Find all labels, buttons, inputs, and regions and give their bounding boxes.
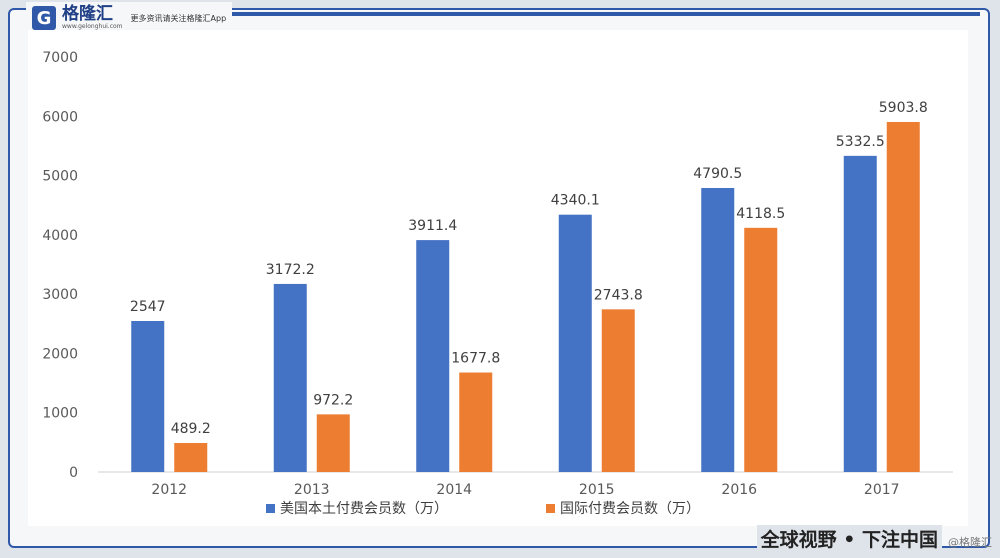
y-tick-label: 1000 [42, 406, 78, 422]
data-label: 5332.5 [836, 134, 885, 150]
watermark: @格隆汇 [948, 536, 992, 549]
data-label: 972.2 [313, 392, 353, 408]
bar-international [316, 414, 350, 472]
data-label: 3911.4 [408, 218, 457, 234]
bar-domestic [131, 320, 165, 472]
bar-domestic [273, 283, 307, 472]
legend-entry: 美国本土付费会员数（万） [280, 501, 448, 517]
legend-swatch [266, 504, 275, 513]
y-tick-label: 3000 [42, 287, 78, 303]
data-label: 5903.8 [879, 100, 928, 116]
bar-international [744, 227, 778, 472]
bar-international [601, 309, 635, 472]
x-tick-label: 2017 [864, 482, 900, 498]
data-label: 4340.1 [551, 193, 600, 209]
brand-logo: G 格隆汇 www.gelonghui.com 更多资讯请关注格隆汇App [26, 2, 233, 34]
header-rule [120, 12, 980, 16]
data-label: 1677.8 [451, 351, 500, 367]
bar-domestic [701, 187, 735, 472]
data-label: 4790.5 [693, 166, 742, 182]
x-tick-label: 2015 [579, 482, 615, 498]
logo-url: www.gelonghui.com [62, 23, 123, 30]
bar-international [886, 121, 920, 472]
header-tagline: 更多资讯请关注格隆汇App [130, 13, 227, 23]
chart-panel: 0 1000 2000 3000 4000 5000 6000 7000 2547 489.2 20… [28, 30, 968, 526]
bar-international [174, 442, 208, 472]
y-tick-label: 2000 [42, 346, 78, 362]
y-tick-label: 0 [69, 465, 78, 481]
y-tick-label: 7000 [42, 50, 78, 66]
data-label: 2547 [130, 299, 166, 315]
y-tick-label: 6000 [42, 109, 78, 125]
data-label: 489.2 [171, 421, 211, 437]
bar-chart: 0 1000 2000 3000 4000 5000 6000 7000 2547 489.2 20… [42, 50, 953, 517]
legend-entry: 国际付费会员数（万） [560, 501, 700, 517]
logo-icon: G [32, 6, 56, 30]
y-tick-label: 5000 [42, 169, 78, 185]
x-tick-label: 2016 [721, 482, 757, 498]
bar-international [459, 372, 493, 472]
logo-name: 格隆汇 [62, 4, 113, 24]
data-label: 3172.2 [266, 262, 315, 278]
x-tick-label: 2012 [151, 482, 187, 498]
bar-domestic [558, 214, 592, 472]
legend-swatch [546, 504, 555, 513]
y-tick-label: 4000 [42, 228, 78, 244]
footer-slogan: 全球视野 • 下注中国 [756, 525, 942, 552]
data-label: 4118.5 [736, 206, 785, 222]
bar-domestic [416, 240, 450, 472]
bar-domestic [843, 155, 877, 472]
x-tick-label: 2014 [436, 482, 472, 498]
data-label: 2743.8 [594, 287, 643, 303]
x-tick-label: 2013 [294, 482, 330, 498]
